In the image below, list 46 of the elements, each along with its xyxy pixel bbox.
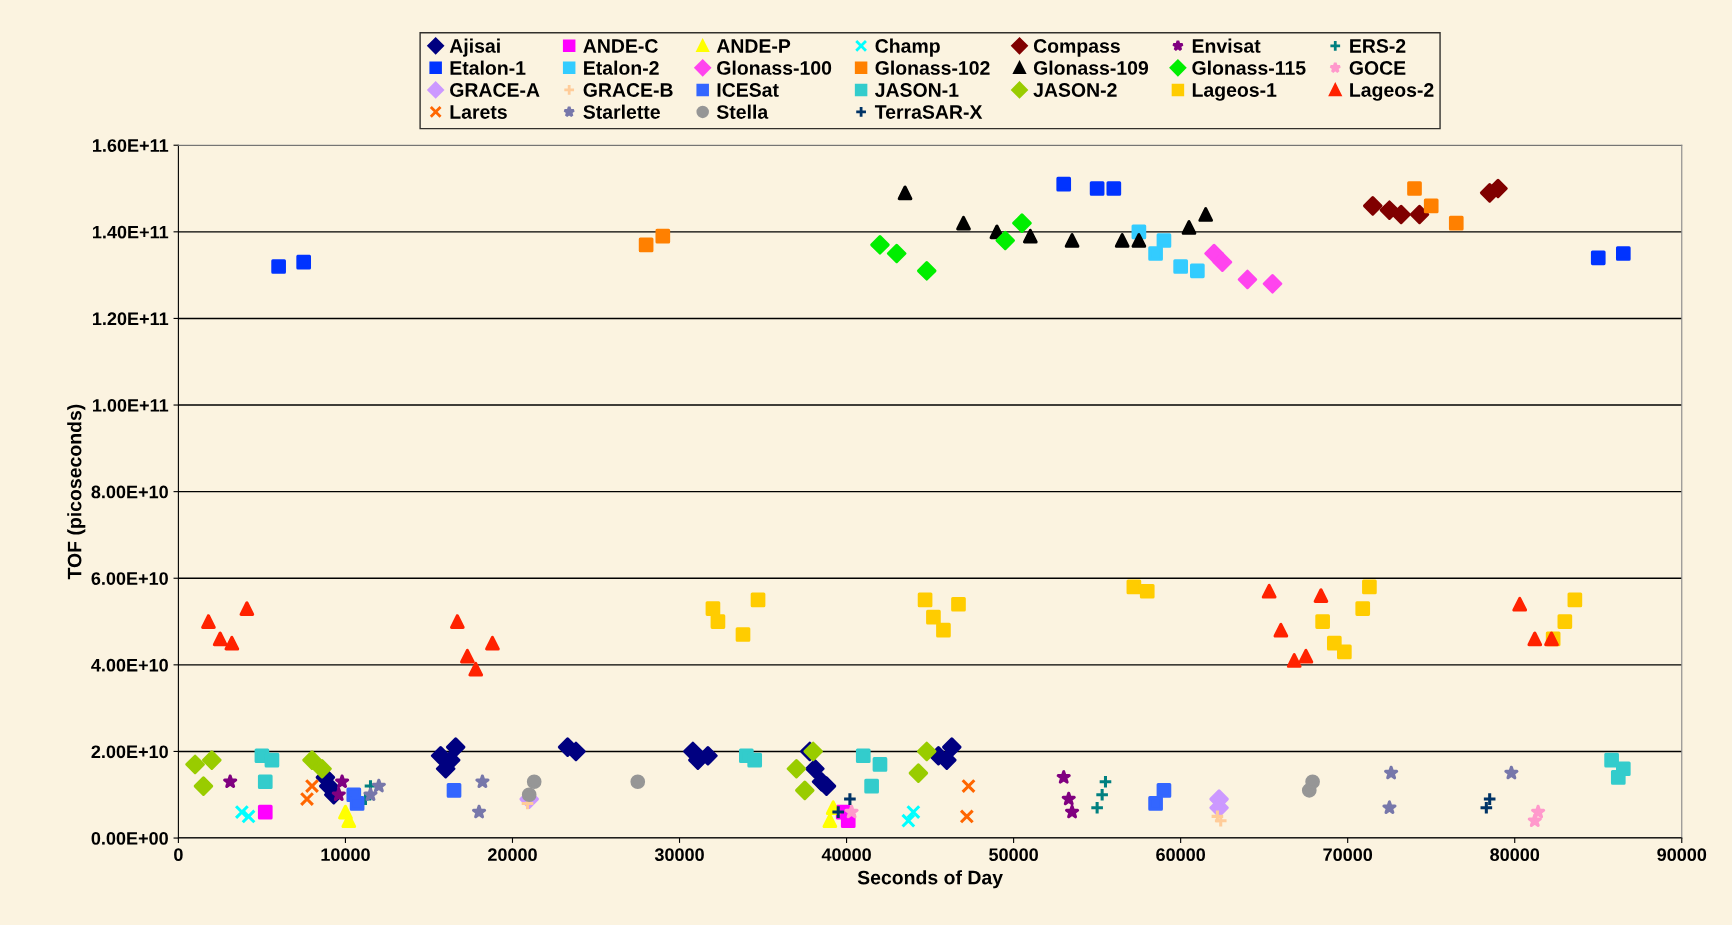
legend-label: Envisat [1192, 38, 1261, 53]
x-tick-label: 10000 [321, 848, 370, 862]
legend-label: TerraSAR-X [874, 105, 983, 119]
legend-label: Lageos-1 [1192, 83, 1277, 101]
y-tick-label: 1.20E+11 [93, 312, 169, 326]
legend-label: GRACE-B [583, 83, 673, 97]
legend-label: GOCE [1349, 61, 1406, 75]
y-tick-label: 8.00E+10 [91, 485, 168, 499]
legend-label: JASON-1 [875, 83, 959, 97]
y-tick-label: 6.00E+10 [91, 572, 168, 585]
y-axis-title: TOF (picoseconds) [67, 404, 86, 580]
y-tick-label: 1.00E+11 [93, 398, 169, 412]
legend-label: ANDE-P [716, 39, 791, 53]
x-tick-label: 70000 [1323, 848, 1373, 862]
legend-label: Compass [1033, 39, 1120, 57]
y-tick-label: 4.00E+10 [91, 658, 168, 672]
legend-label: ANDE-C [583, 39, 658, 53]
legend-label: JASON-2 [1033, 83, 1117, 97]
legend-label: Glonass-115 [1192, 60, 1306, 75]
legend-label: Stella [716, 104, 769, 119]
x-tick-label: 90000 [1657, 848, 1707, 862]
legend-label: Lageos-2 [1350, 83, 1434, 101]
legend-label: Larets [450, 105, 507, 119]
y-tick-label: 1.60E+11 [93, 139, 169, 152]
y-tick-label: 2.00E+10 [91, 745, 168, 759]
legend-label: Etalon-1 [450, 60, 526, 75]
x-tick-label: 0 [174, 848, 183, 862]
x-tick-label: 40000 [821, 848, 871, 862]
legend-label: ICESat [717, 83, 779, 97]
legend-label: Glonass-109 [1033, 60, 1149, 75]
x-tick-label: 20000 [488, 848, 537, 862]
legend-label: Starlette [583, 104, 660, 119]
x-tick-label: 80000 [1490, 848, 1540, 862]
legend-label: Glonass-100 [717, 60, 832, 75]
legend-label: Ajisai [449, 38, 500, 57]
x-tick-label: 50000 [989, 848, 1038, 862]
legend-label: GRACE-A [450, 83, 540, 97]
x-axis-title: Seconds of Day [857, 870, 1003, 889]
legend-label: ERS-2 [1350, 39, 1406, 53]
legend-label: Champ [875, 38, 940, 57]
legend-label: Etalon-2 [584, 60, 659, 75]
y-tick-label: 0.00E+00 [91, 831, 168, 845]
y-tick-label: 1.40E+11 [93, 225, 169, 239]
x-tick-label: 60000 [1156, 848, 1206, 862]
x-tick-label: 30000 [654, 848, 704, 862]
legend-label: Glonass-102 [875, 60, 990, 75]
